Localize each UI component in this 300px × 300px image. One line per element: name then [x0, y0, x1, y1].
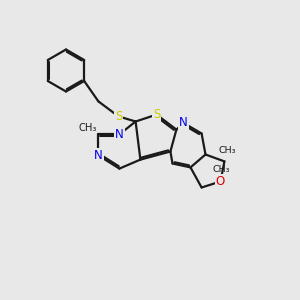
Text: N: N — [179, 116, 188, 130]
Text: S: S — [153, 108, 160, 121]
Text: N: N — [115, 128, 124, 141]
Text: S: S — [115, 110, 122, 123]
Text: CH₃: CH₃ — [213, 165, 230, 174]
Text: N: N — [94, 149, 103, 162]
Text: O: O — [216, 175, 225, 188]
Text: CH₃: CH₃ — [218, 146, 236, 154]
Text: CH₃: CH₃ — [78, 123, 97, 133]
